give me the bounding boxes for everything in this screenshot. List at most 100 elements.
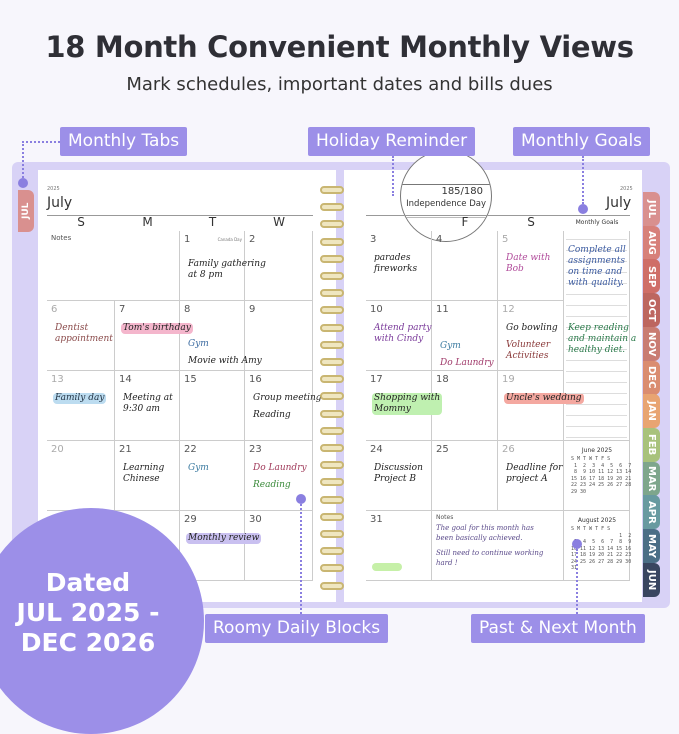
goal-line	[566, 283, 627, 284]
day-cell: 26 Deadline for project A	[498, 441, 564, 511]
day-number: 16	[249, 374, 262, 385]
spiral-ring	[320, 547, 344, 556]
next-month-calendar: August 2025 S M T W T F S 1 2 3 4 5 6 7 8…	[564, 511, 632, 581]
day-number: 18	[436, 374, 449, 385]
spiral-ring	[320, 564, 344, 573]
right-year: 2025	[620, 186, 633, 192]
callout-dot	[18, 178, 28, 188]
month-tab-aug[interactable]: AUG	[643, 225, 660, 260]
notes-text: Still need to continue working hard !	[436, 549, 544, 567]
day-header-F: F	[461, 215, 469, 229]
spiral-ring	[320, 203, 344, 212]
day-cell: 8 Gym Movie with Amy	[180, 301, 262, 371]
goal-line	[566, 272, 627, 273]
notes-cell: Notes The goal for this month has been ba…	[432, 511, 564, 581]
day-number: 26	[502, 444, 515, 455]
callout-line	[22, 141, 24, 181]
day-number: 9	[249, 304, 256, 315]
spiral-ring	[320, 306, 344, 315]
day-number: 24	[370, 444, 383, 455]
handwritten-note: Go bowling	[506, 323, 558, 333]
day-cell: 4	[432, 231, 498, 301]
mini-calendar-row: 29 30	[571, 488, 587, 495]
day-cell: 18	[432, 371, 498, 441]
handwritten-note: Volunteer Activities	[506, 340, 551, 361]
day-cell: 21 Learning Chinese	[115, 441, 180, 511]
handwritten-note: Meeting at 9:30 am	[123, 393, 173, 414]
handwritten-note: Deadline for project A	[506, 463, 563, 484]
goal-line	[566, 316, 627, 317]
handwritten-note: Date with Bob	[506, 253, 551, 274]
previous-month-calendar: June 2025 S M T W T F S 1 2 3 4 5 6 7 8 9…	[564, 441, 632, 511]
magnified-counter: 185/180	[441, 186, 483, 197]
mini-calendar-row: 22 23 24 25 26 27 28	[571, 482, 632, 488]
handwritten-note: Reading	[253, 480, 291, 490]
day-cell: 16 Group meeting Reading	[245, 371, 322, 441]
month-tab-feb[interactable]: FEB	[643, 427, 660, 462]
magnified-holiday: Independence Day	[406, 199, 486, 209]
month-tab-dec[interactable]: DEC	[643, 360, 660, 395]
month-tab-may[interactable]: MAY	[643, 529, 660, 563]
handwritten-note: Dentist appointment	[55, 323, 113, 344]
goal-line	[566, 327, 627, 328]
day-cell: 25	[432, 441, 498, 511]
right-month: July	[606, 195, 632, 211]
mini-calendar-row: S M T W T F S	[571, 526, 611, 532]
day-header-S: S	[527, 215, 535, 229]
goal-text: Keep reading and maintain a healthy diet…	[568, 323, 637, 355]
day-cell: 29 Monthly review	[180, 511, 262, 581]
goal-line	[566, 239, 627, 240]
day-cell: 31	[366, 511, 432, 581]
day-number: 14	[119, 374, 132, 385]
mini-calendar-title: June 2025	[581, 447, 613, 454]
spiral-ring	[320, 323, 344, 332]
month-tab-mar[interactable]: MAR	[643, 461, 660, 496]
notes-label: Notes	[51, 234, 72, 242]
highlight-mark	[372, 563, 402, 571]
day-cell: 3 parades fireworks	[366, 231, 432, 301]
day-number: 8	[184, 304, 191, 315]
left-tab-jul[interactable]: JUL	[18, 190, 34, 232]
day-cell: 12 Go bowling Volunteer Activities	[498, 301, 564, 371]
spiral-ring	[320, 340, 344, 349]
handwritten-note: Discussion Project B	[374, 463, 423, 484]
month-tab-sep[interactable]: SEP	[643, 259, 660, 294]
subheadline: Mark schedules, important dates and bill…	[126, 74, 553, 95]
day-header-S: S	[77, 215, 85, 229]
holiday-label: Canada Day	[217, 237, 242, 242]
mini-calendar-row: 1 2	[571, 532, 632, 539]
callout-roomy-daily-blocks: Roomy Daily Blocks	[205, 614, 389, 643]
day-cell: 15	[180, 371, 245, 441]
day-number: 19	[502, 374, 515, 385]
goal-line	[566, 393, 627, 394]
goal-line	[566, 338, 627, 339]
day-cell: 7 Tom's birthday	[115, 301, 193, 371]
spiral-ring	[320, 272, 344, 280]
day-header-W: W	[273, 215, 285, 229]
month-tab-apr[interactable]: APR	[643, 495, 660, 530]
month-tab-oct[interactable]: OCT	[643, 293, 660, 328]
handwritten-note: Family gathering at 8 pm	[188, 259, 266, 280]
month-tab-jul[interactable]: JUL	[643, 192, 660, 226]
mini-calendar-title: August 2025	[577, 517, 617, 524]
month-tab-nov[interactable]: NOV	[643, 326, 660, 361]
month-tab-jun[interactable]: JUN	[643, 562, 660, 597]
day-number: 31	[370, 514, 383, 525]
day-number: 5	[502, 234, 509, 245]
day-number: 17	[370, 374, 383, 385]
handwritten-note: Do Laundry	[440, 358, 494, 368]
day-cell: 23 Do Laundry Reading	[245, 441, 313, 511]
mini-calendar-row: 31	[571, 565, 578, 571]
goal-line	[566, 349, 627, 350]
day-cell: 10 Attend party with Cindy	[366, 301, 432, 371]
spiral-ring	[320, 392, 344, 401]
right-page	[344, 170, 642, 602]
mini-calendar-row: 1 2 3 4 5 6 7	[571, 462, 632, 469]
spiral-ring	[320, 512, 344, 521]
day-cell: 24 Discussion Project B	[366, 441, 432, 511]
month-tab-jan[interactable]: JAN	[643, 394, 660, 429]
left-calendar-grid: S M T W Notes 1 Canada Day Family gathering at …	[47, 215, 322, 581]
day-cell: 17 Shopping with Mommy	[366, 371, 443, 441]
notes-text: The goal for this month has been basical…	[436, 524, 534, 542]
day-cell: 1 Canada Day Family gathering at 8 pm	[180, 231, 266, 301]
